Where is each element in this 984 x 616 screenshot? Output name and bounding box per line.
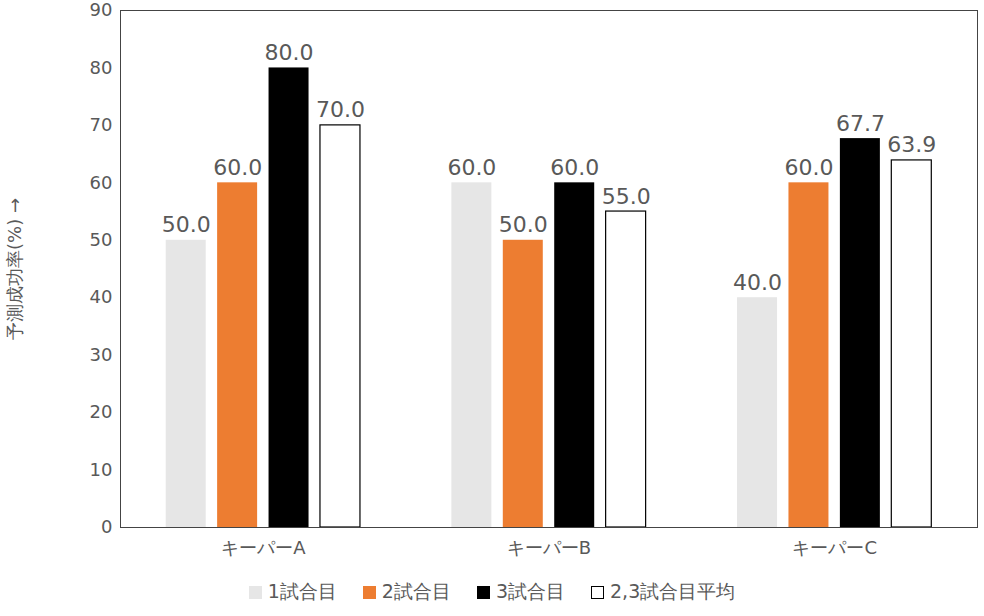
svg-text:90: 90: [90, 0, 113, 20]
svg-text:60.0: 60.0: [447, 155, 496, 180]
svg-text:10: 10: [90, 459, 113, 480]
svg-text:40: 40: [90, 286, 113, 307]
svg-text:80.0: 80.0: [265, 40, 314, 65]
html-text:2,3試合目平均: 2,3試合目平均: [610, 580, 736, 602]
svg-text:予測成功率(%) →: 予測成功率(%) →: [4, 198, 25, 340]
svg-text:60.0: 60.0: [550, 155, 599, 180]
svg-text:50.0: 50.0: [499, 212, 548, 237]
svg-text:キーパーB: キーパーB: [507, 537, 591, 558]
svg-text:50: 50: [90, 229, 113, 250]
svg-text:67.7: 67.7: [836, 111, 885, 136]
svg-text:キーパーC: キーパーC: [792, 537, 877, 558]
svg-text:70: 70: [90, 114, 113, 135]
html-text:1試合目: 1試合目: [267, 580, 337, 602]
svg-text:60.0: 60.0: [213, 155, 262, 180]
svg-text:60.0: 60.0: [784, 155, 833, 180]
svg-text:キーパーA: キーパーA: [221, 537, 306, 558]
svg-text:80: 80: [90, 57, 113, 78]
svg-text:50.0: 50.0: [162, 212, 211, 237]
svg-text:40.0: 40.0: [733, 270, 782, 295]
svg-text:60: 60: [90, 172, 113, 193]
html-text:3試合目: 3試合目: [495, 580, 565, 602]
svg-text:55.0: 55.0: [602, 184, 651, 209]
svg-text:30: 30: [90, 344, 113, 365]
svg-text:70.0: 70.0: [316, 97, 365, 122]
html-text:2試合目: 2試合目: [381, 580, 451, 602]
svg-text:0: 0: [101, 516, 112, 537]
svg-text:20: 20: [90, 401, 113, 422]
svg-text:63.9: 63.9: [887, 132, 936, 157]
